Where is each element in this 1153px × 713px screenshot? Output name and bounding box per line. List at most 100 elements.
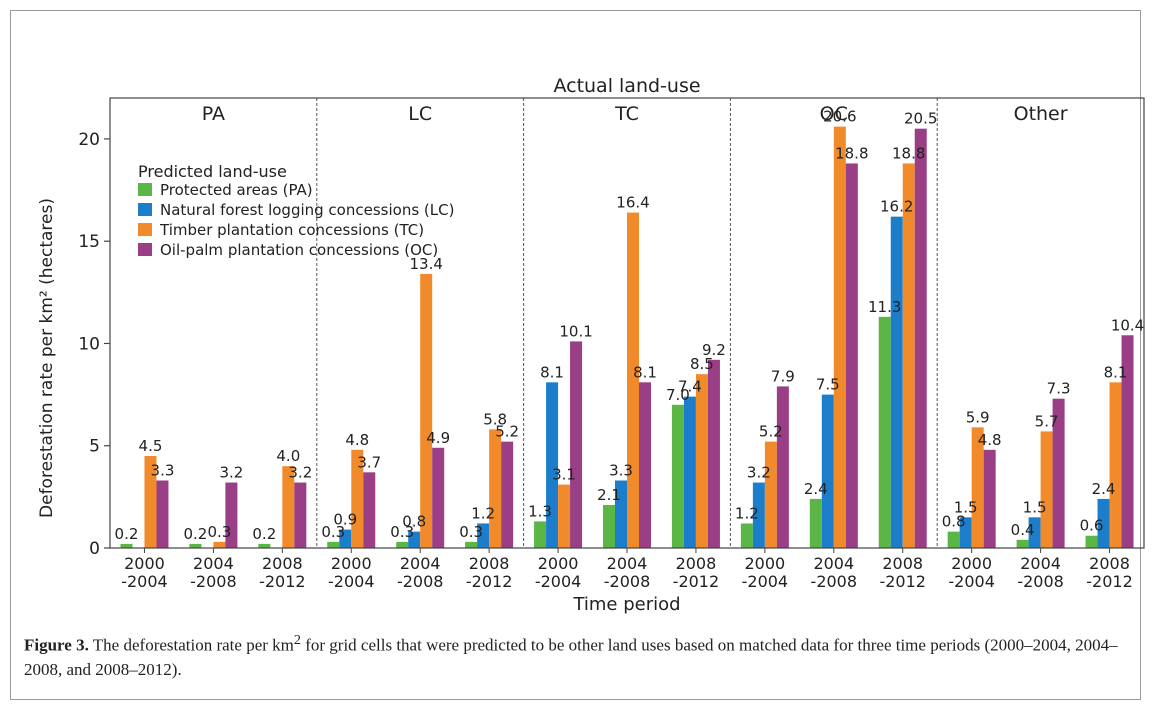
- data-label: 5.9: [966, 408, 990, 426]
- bar-tc-0-s3: [570, 341, 583, 548]
- x-tick-label-line1: 2008: [882, 554, 923, 573]
- data-label: 20.5: [904, 110, 937, 128]
- bar-lc-1-s0: [396, 541, 409, 548]
- bar-other-2-s1: [1097, 498, 1110, 548]
- x-tick-label-line1: 2000: [124, 554, 165, 573]
- data-label: 0.3: [390, 523, 414, 541]
- x-tick-label-line2: -2012: [1086, 572, 1133, 591]
- caption-label: Figure 3.: [24, 635, 89, 655]
- legend-swatch-0: [138, 183, 152, 196]
- bar-other-0-s1: [959, 517, 972, 548]
- bar-oc-1-s3: [845, 163, 858, 549]
- x-tick-label-line2: -2008: [604, 572, 651, 591]
- x-tick-label-line1: 2004: [813, 554, 854, 573]
- y-tick-label: 0: [89, 539, 100, 559]
- x-tick-label-line2: -2004: [948, 572, 995, 591]
- bar-lc-1-s3: [432, 447, 445, 548]
- x-tick-label-line1: 2000: [331, 554, 372, 573]
- x-tick-label-line1: 2000: [951, 554, 992, 573]
- bar-lc-2-s2: [489, 429, 502, 548]
- y-tick-label: 5: [89, 437, 100, 457]
- data-label: 3.1: [552, 466, 576, 484]
- data-label: 4.8: [978, 431, 1002, 449]
- chart-title: Actual land-use: [553, 75, 700, 97]
- legend-swatch-2: [138, 223, 152, 236]
- bar-tc-2-s3: [707, 359, 720, 548]
- data-label: 7.9: [771, 367, 795, 385]
- bar-tc-2-s2: [695, 374, 708, 548]
- bar-other-2-s3: [1121, 335, 1134, 548]
- data-label: 7.3: [1047, 380, 1071, 398]
- x-tick-label-line1: 2000: [745, 554, 786, 573]
- x-tick-label-line2: -2012: [259, 572, 306, 591]
- data-label: 0.2: [183, 525, 207, 543]
- x-tick-label-line2: -2004: [121, 572, 168, 591]
- x-tick-label-line2: -2008: [190, 572, 237, 591]
- data-label: 0.9: [333, 511, 357, 529]
- data-label: 20.6: [823, 108, 856, 126]
- data-label: 3.3: [609, 462, 633, 480]
- x-tick-label-line1: 2000: [538, 554, 579, 573]
- bar-lc-0-s0: [327, 541, 340, 548]
- bar-oc-2-s2: [902, 163, 915, 549]
- x-tick-label-line1: 2008: [1089, 554, 1130, 573]
- data-label: 1.2: [471, 504, 495, 522]
- data-label: 3.7: [357, 453, 381, 471]
- x-tick-label-line1: 2008: [676, 554, 717, 573]
- data-label: 16.4: [616, 194, 649, 212]
- bar-pa-2-s0: [258, 543, 271, 548]
- x-tick-label-line1: 2004: [607, 554, 648, 573]
- bar-pa-1-s0: [189, 543, 202, 548]
- legend-item-2: Timber plantation concessions (TC): [159, 221, 424, 239]
- data-label: 2.4: [1092, 480, 1116, 498]
- bar-lc-1-s2: [420, 273, 433, 548]
- bar-lc-0-s2: [351, 449, 364, 548]
- data-label: 3.2: [288, 464, 312, 482]
- x-tick-label-line1: 2004: [193, 554, 234, 573]
- bar-other-2-s0: [1085, 535, 1098, 548]
- panel-title-other: Other: [1014, 103, 1068, 125]
- data-label: 10.1: [559, 322, 592, 340]
- data-label: 0.6: [1080, 517, 1104, 535]
- bar-tc-0-s2: [558, 484, 571, 548]
- data-label: 4.9: [426, 429, 450, 447]
- data-label: 8.1: [1104, 363, 1128, 381]
- bar-oc-1-s0: [809, 498, 822, 548]
- data-label: 0.8: [402, 513, 426, 531]
- bar-other-2-s2: [1109, 382, 1122, 548]
- data-label: 0.3: [207, 523, 231, 541]
- data-label: 16.2: [880, 198, 913, 216]
- data-label: 9.2: [702, 341, 726, 359]
- y-tick-label: 10: [78, 334, 100, 354]
- data-label: 0.2: [252, 525, 276, 543]
- bar-other-0-s0: [947, 531, 960, 548]
- data-label: 0.4: [1011, 521, 1035, 539]
- bar-pa-1-s3: [225, 482, 238, 548]
- y-tick-label: 20: [78, 130, 100, 150]
- data-label: 13.4: [409, 255, 442, 273]
- panel-title-lc: LC: [408, 103, 432, 125]
- data-label: 4.0: [276, 447, 300, 465]
- x-tick-label-line2: -2008: [811, 572, 858, 591]
- data-label: 5.8: [483, 410, 507, 428]
- caption-sup: 2: [293, 632, 301, 648]
- x-tick-label-line2: -2012: [466, 572, 513, 591]
- data-label: 0.3: [321, 523, 345, 541]
- bar-oc-1-s1: [821, 394, 834, 548]
- caption-text-1: The deforestation rate per km: [88, 635, 294, 655]
- data-label: 8.5: [690, 355, 714, 373]
- data-label: 0.8: [942, 513, 966, 531]
- y-tick-label: 15: [78, 232, 100, 252]
- bar-pa-2-s2: [282, 466, 295, 548]
- bar-oc-0-s0: [740, 523, 753, 548]
- x-tick-label-line1: 2004: [400, 554, 441, 573]
- data-label: 3.3: [151, 462, 175, 480]
- panel-title-pa: PA: [202, 103, 225, 125]
- legend-swatch-1: [138, 203, 152, 216]
- data-label: 18.8: [892, 144, 925, 162]
- data-label: 2.4: [804, 480, 828, 498]
- x-axis-label: Time period: [572, 594, 680, 615]
- caption-text-2: for grid cells that were predicted to be…: [24, 635, 1118, 679]
- bar-other-1-s3: [1052, 398, 1065, 548]
- data-label: 3.2: [747, 464, 771, 482]
